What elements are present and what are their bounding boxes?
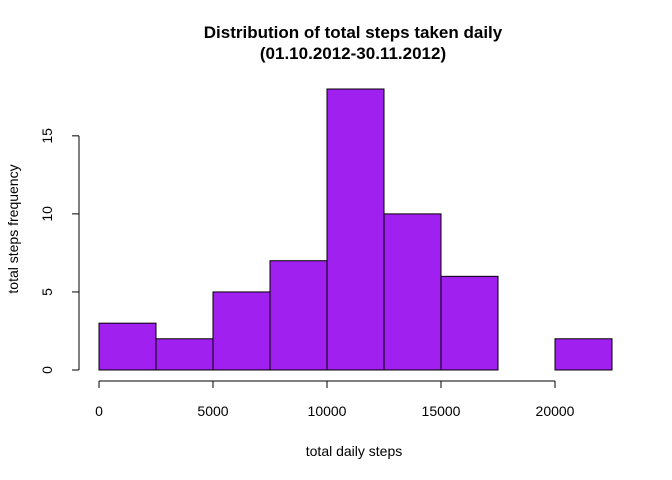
x-tick-label: 20000 — [536, 403, 575, 419]
y-tick-label: 5 — [39, 288, 55, 296]
histogram-bar — [269, 260, 328, 371]
histogram-bar — [383, 213, 442, 371]
x-tick-label: 15000 — [422, 403, 461, 419]
x-tick-label: 5000 — [197, 403, 228, 419]
x-tick-label: 10000 — [308, 403, 347, 419]
x-tick-label: 0 — [95, 403, 103, 419]
histogram-bar — [155, 338, 214, 371]
y-tick-label: 10 — [39, 206, 55, 222]
y-axis-label: total steps frequency — [5, 164, 21, 293]
y-tick-label: 0 — [39, 366, 55, 374]
bars-group — [98, 88, 613, 371]
x-axis-label: total daily steps — [306, 443, 403, 459]
x-axis: 0 5000 10000 15000 20000 — [95, 380, 575, 419]
y-tick-label: 15 — [39, 128, 55, 144]
histogram-bar — [98, 322, 157, 371]
histogram-bar — [554, 338, 613, 371]
chart-title: Distribution of total steps taken daily — [204, 23, 503, 42]
y-axis: 0 5 10 15 — [39, 128, 80, 374]
histogram-bar — [326, 88, 385, 371]
histogram-bar — [212, 291, 271, 371]
histogram-bar — [440, 275, 499, 371]
chart-subtitle: (01.10.2012-30.11.2012) — [260, 44, 446, 63]
